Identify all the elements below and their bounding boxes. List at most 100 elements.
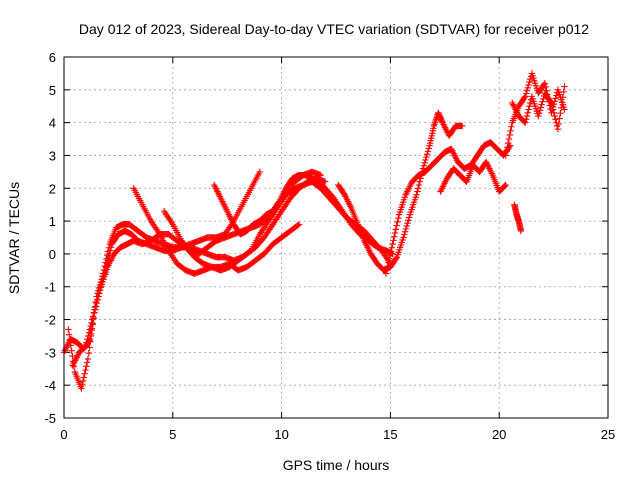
data-point: [561, 83, 568, 90]
data-point: [523, 87, 531, 94]
data-point: [70, 363, 78, 370]
data-point: [88, 327, 96, 334]
data-point: [96, 290, 103, 297]
data-point: [526, 103, 533, 110]
data-point: [538, 101, 545, 108]
data-point: [552, 95, 559, 102]
data-point: [94, 296, 101, 304]
series-arc3: [65, 175, 329, 392]
x-tick-label: 0: [60, 427, 67, 442]
data-point: [390, 237, 397, 244]
data-point: [107, 247, 114, 254]
data-point: [542, 83, 549, 91]
data-point: [527, 99, 534, 107]
data-point: [382, 270, 390, 277]
data-point: [394, 218, 401, 226]
data-point: [65, 331, 73, 338]
data-point: [68, 347, 75, 354]
data-point: [92, 303, 100, 310]
data-point: [294, 221, 302, 229]
data-point: [82, 366, 89, 374]
data-point: [558, 99, 566, 106]
data-point: [421, 159, 428, 167]
data-point: [504, 144, 511, 151]
data-point: [554, 126, 562, 133]
x-tick-label: 15: [383, 427, 397, 442]
data-point: [505, 135, 513, 143]
data-point: [536, 107, 544, 114]
grid-lines: [64, 57, 608, 418]
data-point: [295, 221, 303, 228]
data-point: [402, 225, 410, 233]
data-point: [506, 131, 514, 139]
data-point: [555, 120, 562, 128]
data-point: [501, 182, 509, 190]
data-point: [107, 244, 115, 251]
x-axis-label: GPS time / hours: [283, 457, 390, 473]
y-tick-label: -4: [44, 378, 56, 393]
data-point: [95, 293, 102, 300]
y-tick-label: 2: [49, 181, 56, 196]
data-point: [525, 81, 532, 89]
data-point: [523, 112, 531, 120]
data-point: [92, 306, 99, 313]
data-point: [79, 377, 87, 385]
data-point: [389, 240, 396, 248]
data-point: [80, 374, 88, 381]
data-point: [81, 343, 89, 350]
y-tick-label: 6: [49, 50, 56, 65]
data-point: [422, 156, 429, 164]
data-point: [388, 244, 395, 251]
data-point: [386, 251, 394, 259]
data-point: [508, 123, 515, 130]
data-point: [79, 381, 86, 388]
data-point: [83, 339, 90, 346]
data-point: [385, 259, 392, 266]
series-arc4: [130, 185, 303, 277]
data-point: [387, 248, 395, 255]
data-point: [540, 95, 547, 103]
data-point: [86, 344, 93, 351]
data-point: [93, 299, 101, 307]
data-point: [392, 255, 400, 262]
data-point: [414, 185, 422, 192]
y-tick-label: -5: [44, 411, 56, 426]
data-point: [67, 342, 74, 349]
series-arc9: [437, 158, 509, 195]
data-point: [556, 115, 563, 122]
data-point: [403, 222, 410, 230]
data-point: [522, 90, 530, 97]
y-tick-label: 1: [49, 214, 56, 229]
series-arc11: [509, 83, 568, 133]
y-tick-label: -1: [44, 280, 56, 295]
data-point: [547, 98, 554, 105]
y-axis-label: SDTVAR / TECUs: [6, 182, 22, 294]
data-point: [548, 99, 555, 107]
series-arc12: [511, 201, 525, 235]
data-point: [423, 153, 430, 161]
data-point: [459, 122, 466, 130]
data-point: [526, 78, 533, 86]
y-tick-label: 0: [49, 247, 56, 262]
x-tick-labels: 0 5 10 15 20 25: [60, 427, 615, 442]
chart-title: Day 012 of 2023, Sidereal Day-to-day VTE…: [79, 21, 589, 37]
data-point: [401, 228, 409, 235]
data-point: [89, 321, 97, 328]
data-point: [88, 332, 95, 340]
data-point: [70, 358, 77, 365]
data-point: [415, 181, 423, 189]
data-point: [321, 178, 329, 185]
data-point: [535, 110, 543, 117]
data-point: [525, 106, 532, 113]
data-point: [414, 188, 421, 195]
data-point: [541, 80, 549, 87]
data-point: [527, 75, 534, 83]
data-point: [424, 148, 432, 155]
data-point: [535, 112, 542, 120]
data-point: [561, 106, 568, 113]
data-point: [552, 116, 559, 123]
data-point: [423, 151, 431, 158]
data-point: [502, 152, 509, 159]
data-point: [393, 222, 400, 229]
